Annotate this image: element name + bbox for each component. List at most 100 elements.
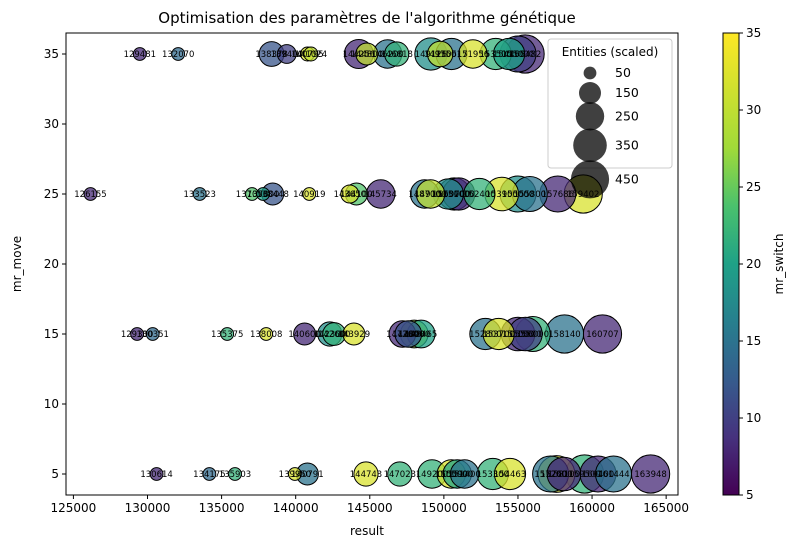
data-point	[293, 322, 317, 346]
point-label: 153700	[482, 330, 514, 340]
data-point	[192, 187, 207, 201]
point-label: 146818	[380, 50, 412, 60]
point-label: 130351	[136, 330, 168, 340]
x-axis-label: result	[350, 524, 384, 538]
point-label: 151000	[442, 190, 474, 200]
x-tick-label: 135000	[199, 501, 245, 515]
point-label: 150900	[441, 470, 473, 480]
colorbar-label: mr_switch	[772, 234, 786, 295]
point-label: 129481	[124, 50, 156, 60]
point-label: 161444	[597, 470, 629, 480]
data-point	[340, 184, 360, 204]
point-label: 158100	[548, 470, 580, 480]
point-label: 149100	[414, 190, 446, 200]
point-label: 140919	[293, 190, 325, 200]
colorbar-tick-label: 15	[746, 334, 761, 348]
point-label: 149200	[416, 470, 448, 480]
point-label: 137050	[236, 190, 268, 200]
point-label: 152400	[463, 190, 495, 200]
data-point	[427, 40, 454, 68]
y-axis-label: mr_move	[10, 236, 24, 292]
legend-label: 250	[615, 108, 639, 123]
point-label: 157686	[542, 190, 574, 200]
data-point	[228, 467, 242, 481]
data-point	[353, 461, 379, 487]
data-point	[449, 459, 480, 489]
data-point	[303, 46, 319, 62]
point-label: 135375	[211, 330, 243, 340]
legend-marker	[573, 128, 607, 163]
point-label: 143650	[334, 190, 366, 200]
point-label: 157600	[540, 470, 572, 480]
point-label: 157200	[534, 470, 566, 480]
point-label: 142600	[318, 330, 350, 340]
chart-title: Optimisation des paramètres de l'algorit…	[158, 9, 575, 27]
y-axis: 5 10 15 20 25 30 35	[44, 47, 66, 481]
legend-label: 50	[615, 65, 631, 80]
data-point	[288, 467, 302, 481]
point-label: 155000	[502, 50, 534, 60]
data-point	[149, 467, 164, 481]
point-label: 129300	[121, 330, 153, 340]
point-label: 155000	[502, 190, 534, 200]
x-tick-label: 160000	[569, 501, 615, 515]
y-tick-label: 15	[44, 327, 59, 341]
x-tick-label: 130000	[125, 501, 171, 515]
colorbar-ticks: 5 10 15 20 25 30 35	[739, 26, 761, 502]
point-label: 160400	[582, 470, 614, 480]
point-label: 138448	[256, 190, 288, 200]
x-tick-label: 145000	[347, 501, 393, 515]
point-label: 155482	[509, 50, 541, 60]
point-label: 154463	[494, 470, 526, 480]
legend-title: Entities (scaled)	[562, 45, 659, 59]
y-tick-label: 35	[44, 47, 59, 61]
y-tick-label: 30	[44, 117, 59, 131]
data-point	[342, 322, 366, 346]
point-label: 147023	[384, 470, 416, 480]
data-point	[493, 37, 526, 71]
legend-marker	[575, 102, 605, 131]
point-label: 153300	[477, 470, 509, 480]
point-label: 150300	[432, 190, 464, 200]
data-point	[256, 187, 271, 201]
point-label: 155500	[509, 330, 541, 340]
data-point	[171, 47, 186, 61]
point-label: 130614	[140, 470, 172, 480]
point-label: 147600	[392, 330, 424, 340]
point-label: 149126	[415, 50, 447, 60]
colorbar-tick-label: 30	[746, 103, 761, 117]
data-point	[83, 187, 98, 201]
data-point	[355, 42, 379, 66]
point-label: 150517	[435, 50, 467, 60]
point-label: 151400	[448, 470, 480, 480]
data-point	[145, 327, 160, 341]
point-label: 140795	[291, 50, 323, 60]
point-label: 156000	[517, 330, 549, 340]
point-label: 139950	[279, 470, 311, 480]
point-label: 147200	[386, 330, 418, 340]
colorbar-tick-label: 25	[746, 180, 761, 194]
point-label: 149750	[424, 50, 456, 60]
point-label: 133523	[183, 190, 215, 200]
data-point	[394, 320, 423, 348]
y-tick-label: 25	[44, 187, 59, 201]
point-label: 142300	[314, 330, 346, 340]
data-point	[259, 327, 274, 341]
point-label: 160707	[586, 330, 618, 340]
x-tick-label: 125000	[51, 501, 97, 515]
data-point	[220, 327, 235, 341]
point-label: 132070	[162, 50, 194, 60]
data-point	[387, 461, 413, 487]
points-layer	[83, 34, 671, 494]
point-label: 138378	[255, 50, 287, 60]
y-tick-label: 5	[51, 467, 59, 481]
point-label: 145734	[364, 190, 396, 200]
point-label: 154400	[493, 50, 525, 60]
point-label: 148465	[405, 330, 437, 340]
legend-marker	[579, 82, 601, 104]
point-label: 153900	[485, 190, 517, 200]
point-label: 144100	[340, 190, 372, 200]
y-tick-label: 10	[44, 397, 59, 411]
